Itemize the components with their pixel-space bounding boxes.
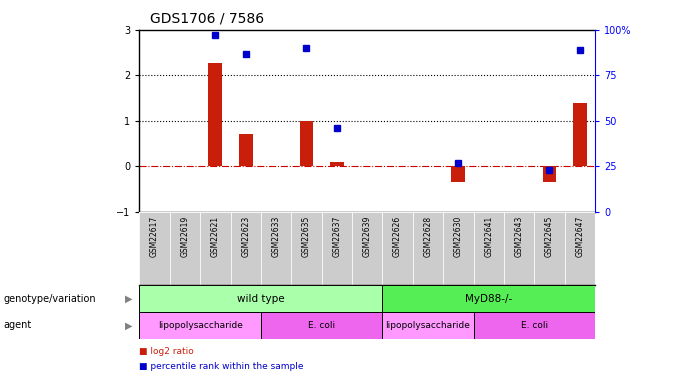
Text: GSM22643: GSM22643 [515,216,524,257]
Bar [170,212,200,285]
Bar [261,212,291,285]
Bar [330,162,343,166]
Bar [322,212,352,285]
Text: GSM22621: GSM22621 [211,216,220,256]
Bar [209,63,222,167]
Text: GSM22619: GSM22619 [180,216,190,257]
Bar [452,166,465,182]
Bar [504,212,534,285]
Bar [139,285,382,312]
Text: E. coli: E. coli [521,321,548,330]
Bar [261,312,382,339]
Text: GSM22639: GSM22639 [362,216,372,257]
Bar [382,212,413,285]
Text: lipopolysaccharide: lipopolysaccharide [158,321,243,330]
Text: GSM22647: GSM22647 [575,216,584,257]
Bar [534,212,564,285]
Bar [473,312,595,339]
Text: GSM22637: GSM22637 [333,216,341,257]
Text: ▶: ▶ [125,294,133,303]
Text: agent: agent [3,321,32,330]
Bar [564,212,595,285]
Bar [352,212,382,285]
Bar [200,212,231,285]
Bar [413,212,443,285]
Bar [139,312,261,339]
Bar [543,166,556,182]
Text: MyD88-/-: MyD88-/- [465,294,512,303]
Text: GSM22628: GSM22628 [424,216,432,256]
Text: GSM22626: GSM22626 [393,216,402,257]
Bar [291,212,322,285]
Text: genotype/variation: genotype/variation [3,294,96,303]
Bar [573,103,587,166]
Bar [239,134,252,166]
Text: GSM22645: GSM22645 [545,216,554,257]
Text: GSM22617: GSM22617 [150,216,159,257]
Bar [300,121,313,166]
Text: lipopolysaccharide: lipopolysaccharide [386,321,471,330]
Text: GSM22641: GSM22641 [484,216,493,257]
Text: GSM22635: GSM22635 [302,216,311,257]
Bar [382,312,473,339]
Bar [443,212,473,285]
Bar [231,212,261,285]
Text: GDS1706 / 7586: GDS1706 / 7586 [150,11,264,25]
Bar [382,285,595,312]
Text: ■ log2 ratio: ■ log2 ratio [139,347,194,356]
Text: GSM22623: GSM22623 [241,216,250,257]
Bar [139,212,170,285]
Text: ■ percentile rank within the sample: ■ percentile rank within the sample [139,362,304,371]
Text: ▶: ▶ [125,321,133,330]
Text: wild type: wild type [237,294,285,303]
Text: GSM22630: GSM22630 [454,216,463,257]
Text: E. coli: E. coli [308,321,335,330]
Text: GSM22633: GSM22633 [271,216,281,257]
Bar [473,212,504,285]
